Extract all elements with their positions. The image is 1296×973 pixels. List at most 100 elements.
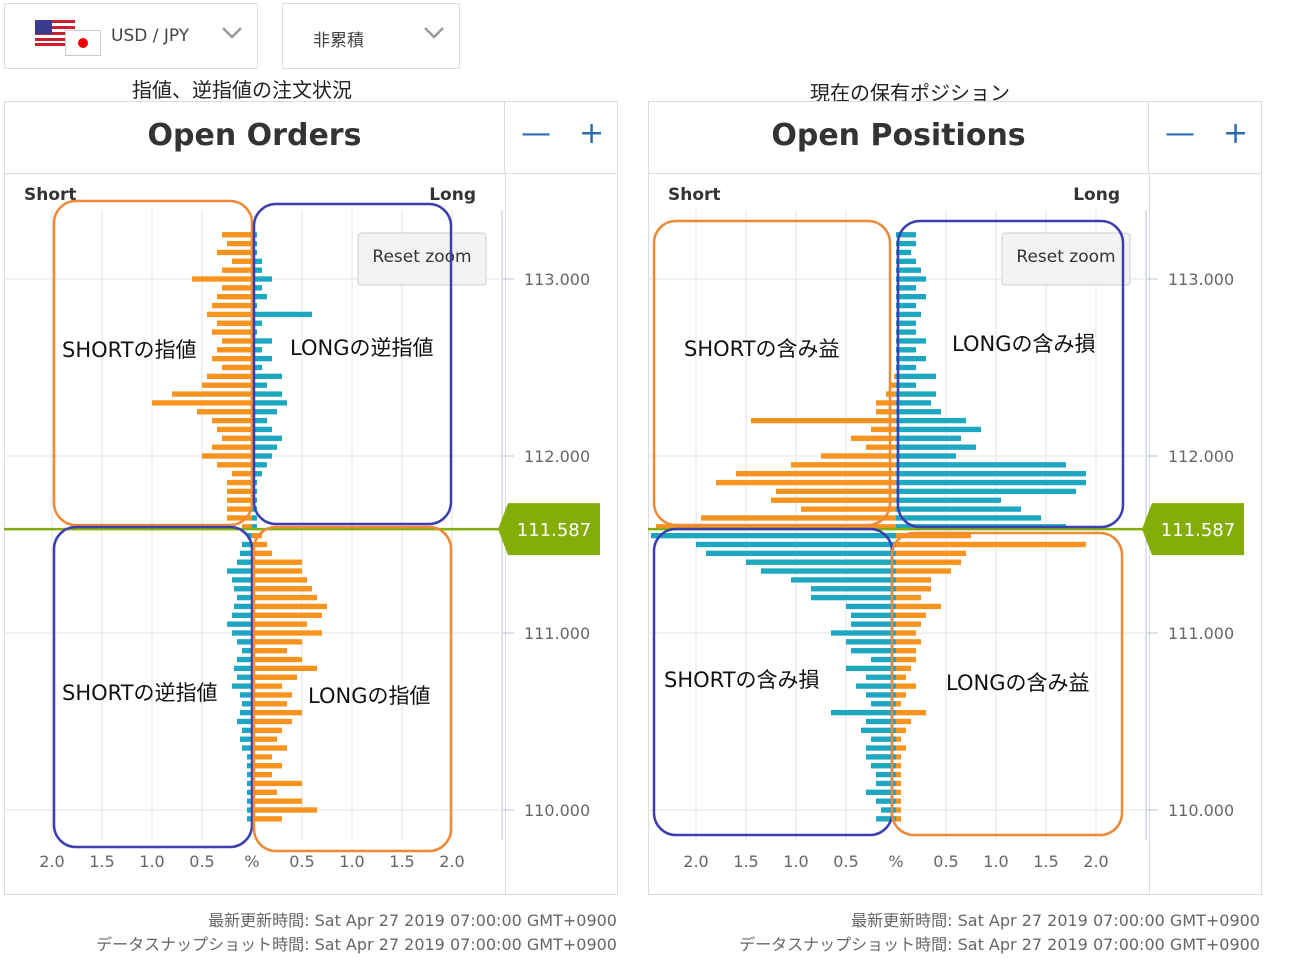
short-bar (851, 435, 896, 441)
short-bar (207, 311, 252, 318)
long-bar (252, 665, 317, 672)
short-bar (234, 586, 252, 592)
short-label: Short (668, 185, 721, 205)
currency-pair-select[interactable]: USD / JPY (4, 3, 258, 69)
y-tick-label: 111.000 (524, 624, 590, 643)
short-bar (247, 754, 252, 760)
short-bar (217, 462, 252, 468)
current-rate-label: 111.587 (517, 520, 591, 541)
annotation-box (52, 199, 254, 527)
short-bar (232, 577, 252, 583)
long-label: Long (1073, 185, 1120, 205)
long-bar (896, 311, 921, 318)
long-bar (252, 267, 262, 273)
short-bar (866, 444, 896, 450)
long-bar (896, 674, 906, 680)
long-bar (252, 727, 282, 734)
long-bar (252, 391, 282, 397)
long-bar (896, 763, 901, 769)
zoom-out-button[interactable]: — (1165, 116, 1195, 151)
short-bar (751, 417, 896, 424)
current-rate-tag (1142, 503, 1244, 556)
short-bar (894, 373, 896, 380)
reset-zoom-button[interactable] (1001, 232, 1131, 286)
short-bar (202, 453, 252, 459)
long-bar (252, 692, 292, 698)
zoom-in-button[interactable]: + (579, 116, 605, 151)
reset-zoom-label: Reset zoom (372, 247, 471, 267)
zoom-out-button[interactable]: — (521, 116, 551, 151)
long-bar (896, 373, 936, 380)
short-bar (192, 276, 252, 282)
annotation-label-lower-left: SHORTの含み損 (664, 668, 820, 692)
long-bar (896, 736, 901, 742)
short-bar (247, 532, 252, 539)
currency-pair-label: USD / JPY (111, 26, 190, 46)
long-bar (896, 364, 916, 371)
annotation-box (52, 525, 254, 849)
long-bar (896, 479, 1086, 486)
long-bar (896, 471, 1086, 477)
short-bar (240, 709, 252, 716)
zoom-in-button[interactable]: + (1223, 116, 1249, 151)
short-bar (736, 471, 896, 477)
long-bar (896, 435, 961, 441)
current-rate-label: 111.587 (1161, 520, 1235, 541)
long-bar (896, 515, 1041, 521)
mode-select[interactable]: 非累積 (282, 3, 460, 69)
short-bar (207, 373, 252, 380)
long-bar (252, 409, 277, 415)
x-tick-label: 1.0 (783, 852, 808, 871)
short-bar (242, 727, 252, 734)
long-bar (896, 816, 901, 822)
short-bar (227, 479, 252, 486)
short-bar (247, 789, 252, 795)
annotation-box (896, 219, 1125, 529)
long-bar (252, 763, 282, 769)
long-bar (252, 603, 327, 610)
short-bar (891, 382, 896, 388)
x-tick-label: 0.5 (833, 852, 858, 871)
short-bar (217, 320, 252, 326)
mode-label: 非累積 (313, 31, 364, 51)
long-bar (252, 789, 277, 795)
reset-zoom-button[interactable] (357, 232, 487, 286)
y-tick-label: 111.000 (1168, 624, 1234, 643)
short-bar (247, 763, 252, 769)
short-bar (232, 630, 252, 636)
long-bar (896, 789, 901, 795)
long-bar (896, 444, 976, 450)
short-bar (821, 453, 896, 459)
positions-updated-time: 最新更新時間: Sat Apr 27 2019 07:00:00 GMT+090… (851, 911, 1260, 930)
short-bar (876, 780, 896, 787)
x-tick-label: 1.0 (139, 852, 164, 871)
annotation-box (252, 202, 453, 526)
short-bar (217, 426, 252, 433)
long-bar (252, 550, 272, 557)
long-bar (252, 621, 307, 627)
long-bar (252, 736, 277, 742)
x-tick-label: 2.0 (39, 852, 64, 871)
short-bar (871, 763, 896, 769)
long-bar (896, 462, 1066, 468)
short-bar (701, 515, 896, 521)
open-positions-chart[interactable]: Short Long 113.000 112.000 111.000 110.000 2.0… (644, 0, 1296, 900)
x-tick-label: % (244, 852, 259, 871)
long-bar (252, 709, 302, 716)
long-bar (896, 807, 901, 813)
short-bar (876, 798, 896, 804)
long-bar (896, 586, 931, 592)
open-orders-chart[interactable]: Short Long 113.000 112.000 111.000 110.000 2.0… (0, 0, 650, 900)
long-bar (252, 276, 272, 282)
long-bar (896, 648, 916, 654)
annotation-box (652, 219, 892, 527)
short-bar (237, 674, 252, 680)
long-bar (252, 754, 272, 760)
short-bar (242, 541, 252, 548)
orders-caption: 指値、逆指値の注文状況 (132, 78, 352, 102)
short-bar (172, 391, 252, 397)
long-bar (896, 258, 916, 264)
long-bar (252, 656, 302, 663)
long-bar (252, 577, 307, 583)
x-tick-label: 1.5 (1033, 852, 1058, 871)
